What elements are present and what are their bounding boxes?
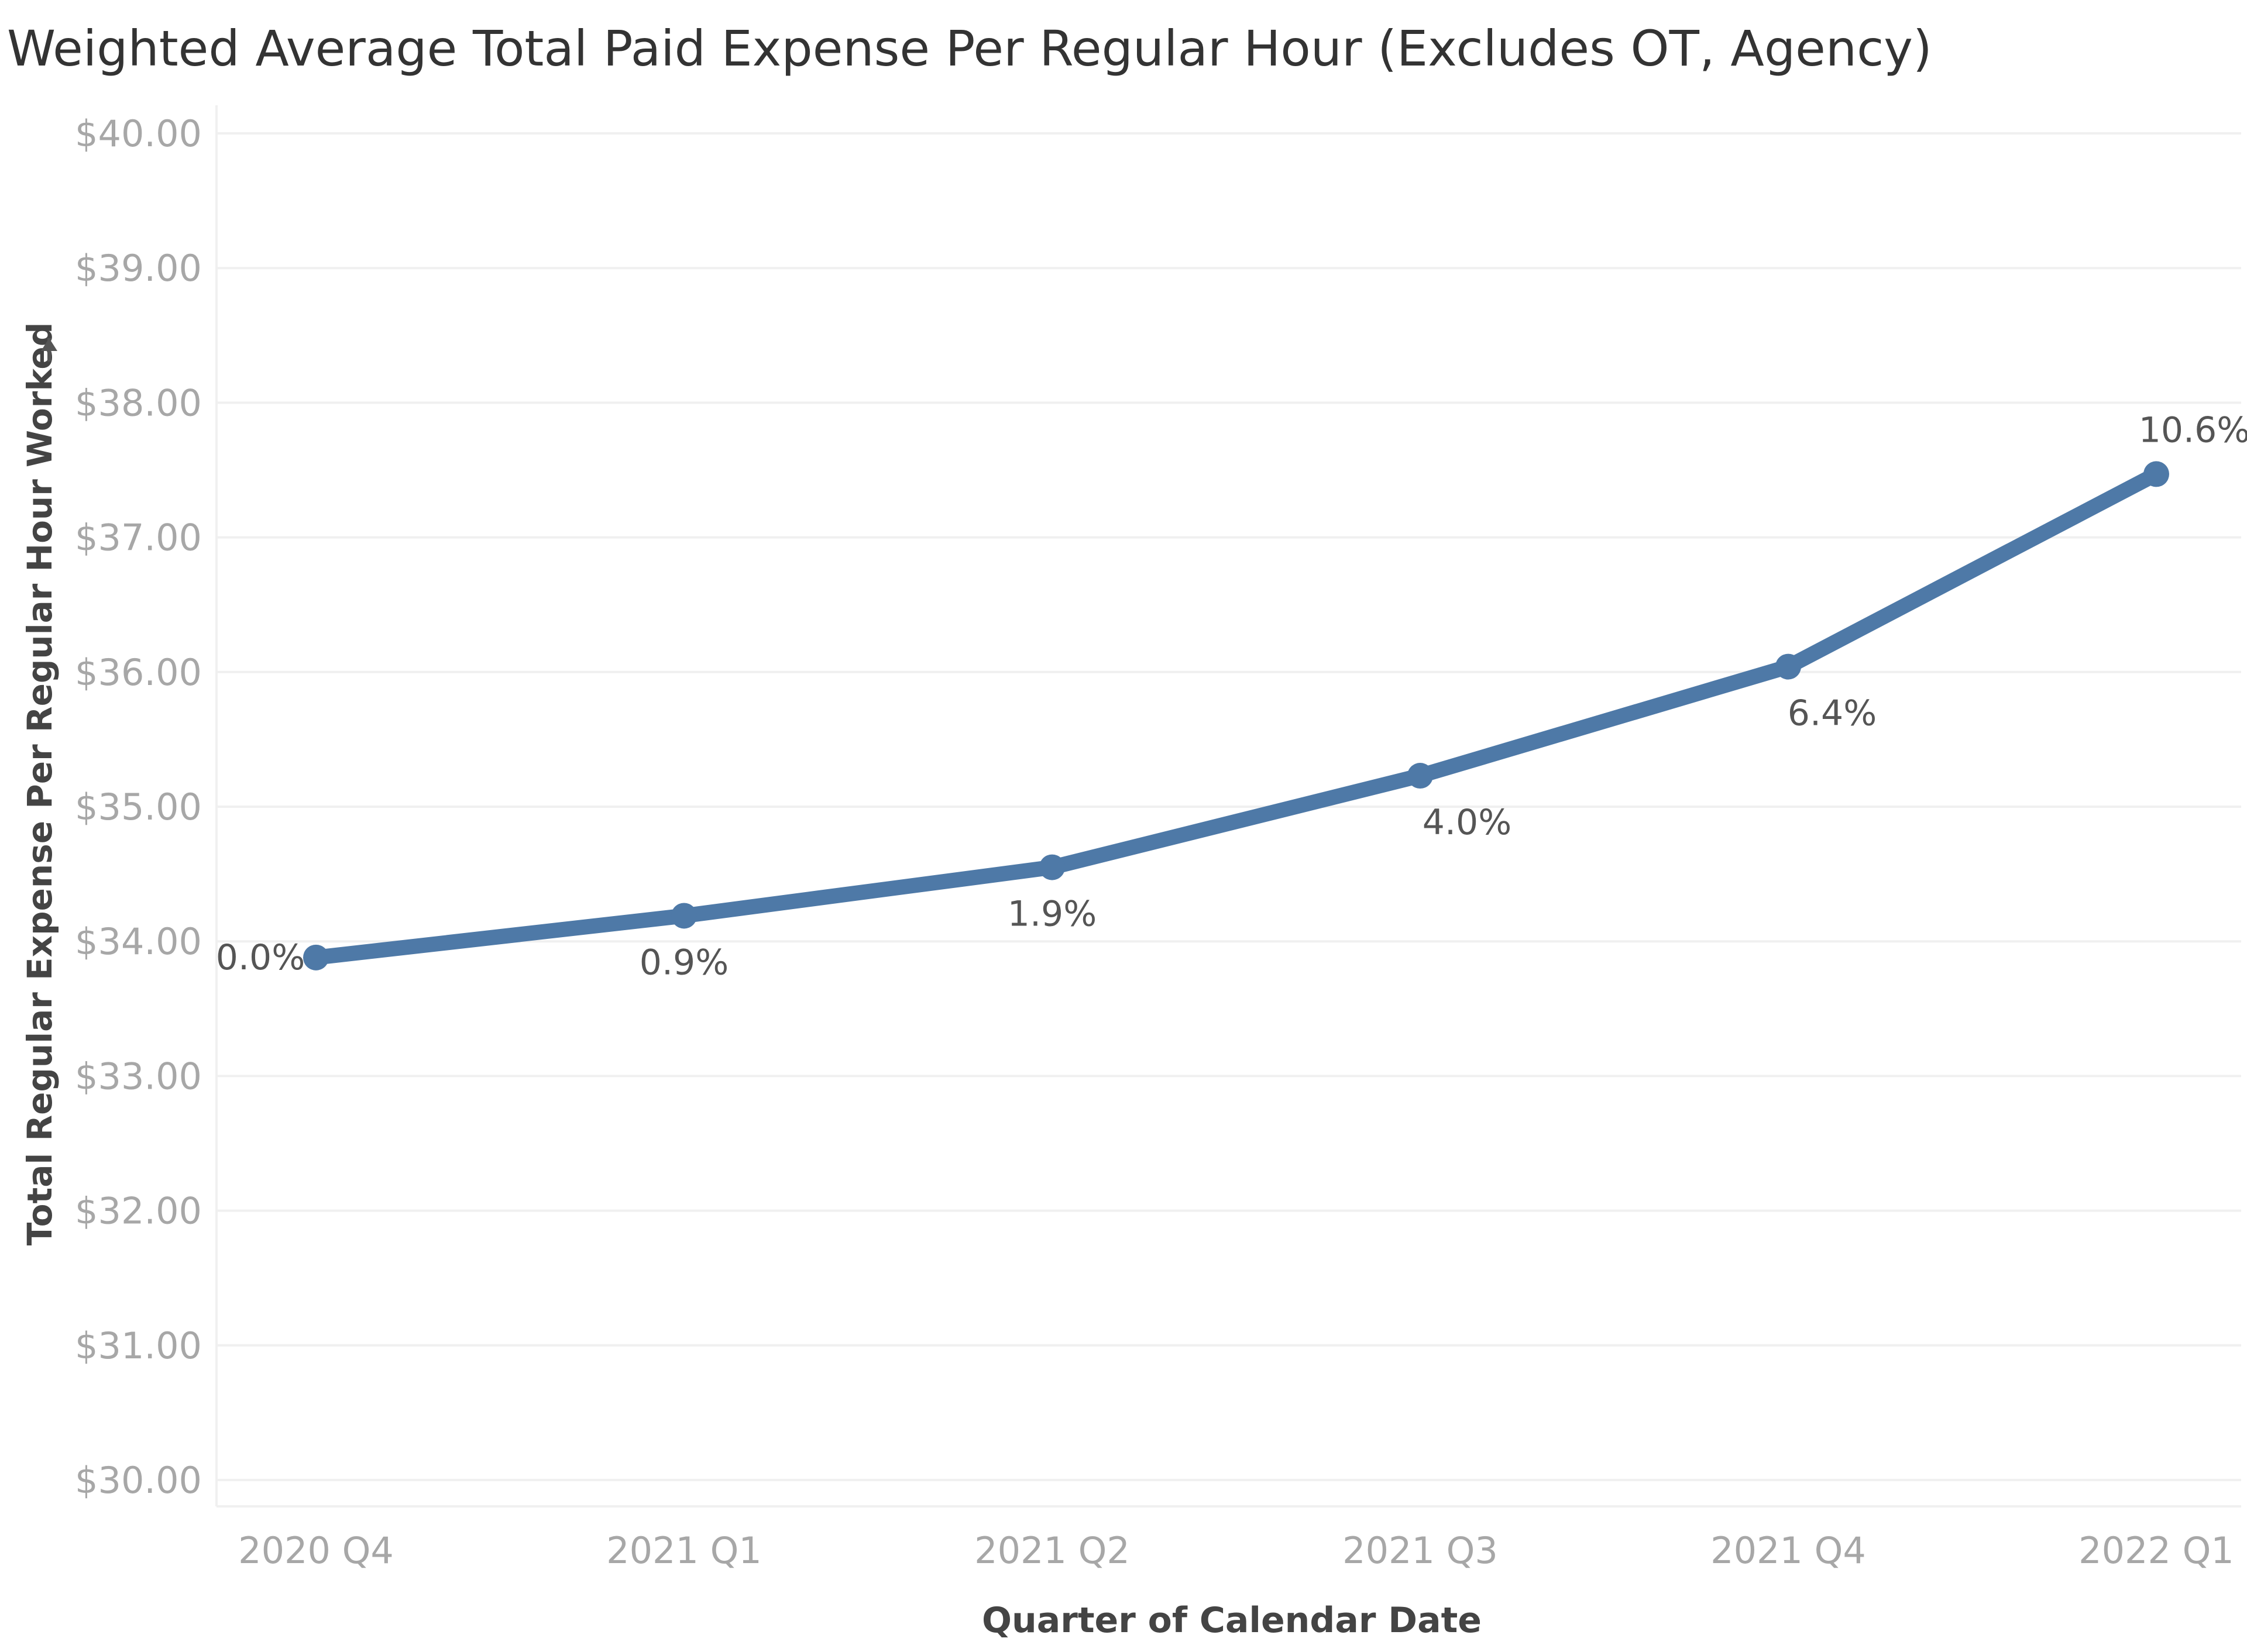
- y-axis-ticks: $40.00 $39.00 $38.00 $37.00 $36.00 $35.00 $34.…: [75, 112, 202, 1502]
- x-tick-label: 2021 Q1: [606, 1529, 762, 1572]
- x-tick-label: 2021 Q3: [1342, 1529, 1498, 1572]
- series-line[interactable]: [308, 466, 2164, 965]
- data-label: 10.6%: [2139, 409, 2247, 450]
- y-tick-label: $40.00: [75, 112, 202, 155]
- x-axis-title: Quarter of Calendar Date: [982, 1600, 1482, 1641]
- y-tick-label: $34.00: [75, 920, 202, 963]
- data-point[interactable]: [2143, 461, 2169, 487]
- x-tick-label: 2022 Q1: [2078, 1529, 2234, 1572]
- y-tick-label: $33.00: [75, 1055, 202, 1097]
- series-line-group: [303, 461, 2169, 970]
- x-tick-label: 2020 Q4: [238, 1529, 394, 1572]
- y-tick-label: $38.00: [75, 381, 202, 424]
- x-axis-ticks: 2020 Q4 2021 Q1 2021 Q2 2021 Q3 2021 Q4 2022 …: [238, 1529, 2234, 1572]
- data-label: 0.0%: [216, 937, 305, 978]
- data-labels: 0.0% 0.9% 1.9% 4.0% 6.4% 10.6%: [216, 409, 2247, 983]
- x-tick-label: 2021 Q4: [1710, 1529, 1866, 1572]
- y-tick-label: $39.00: [75, 247, 202, 290]
- data-label: 6.4%: [1788, 693, 1877, 734]
- data-point[interactable]: [671, 903, 697, 929]
- y-tick-label: $37.00: [75, 517, 202, 559]
- y-tick-label: $32.00: [75, 1190, 202, 1233]
- gridlines: [215, 105, 2241, 1508]
- data-point[interactable]: [1775, 653, 1801, 680]
- y-tick-label: $31.00: [75, 1324, 202, 1367]
- y-tick-label: $35.00: [75, 786, 202, 828]
- y-axis-title: Total Regular Expense Per Regular Hour W…: [20, 322, 60, 1245]
- data-point[interactable]: [1407, 763, 1433, 789]
- data-point[interactable]: [1039, 854, 1065, 880]
- sort-icon[interactable]: [41, 338, 57, 362]
- chart-title: Weighted Average Total Paid Expense Per …: [7, 20, 1932, 77]
- data-label: 0.9%: [640, 942, 729, 983]
- y-tick-label: $36.00: [75, 651, 202, 694]
- data-label: 1.9%: [1008, 894, 1097, 935]
- x-tick-label: 2021 Q2: [974, 1529, 1130, 1572]
- y-tick-label: $30.00: [75, 1459, 202, 1502]
- data-label: 4.0%: [1423, 802, 1511, 843]
- data-point[interactable]: [303, 944, 329, 970]
